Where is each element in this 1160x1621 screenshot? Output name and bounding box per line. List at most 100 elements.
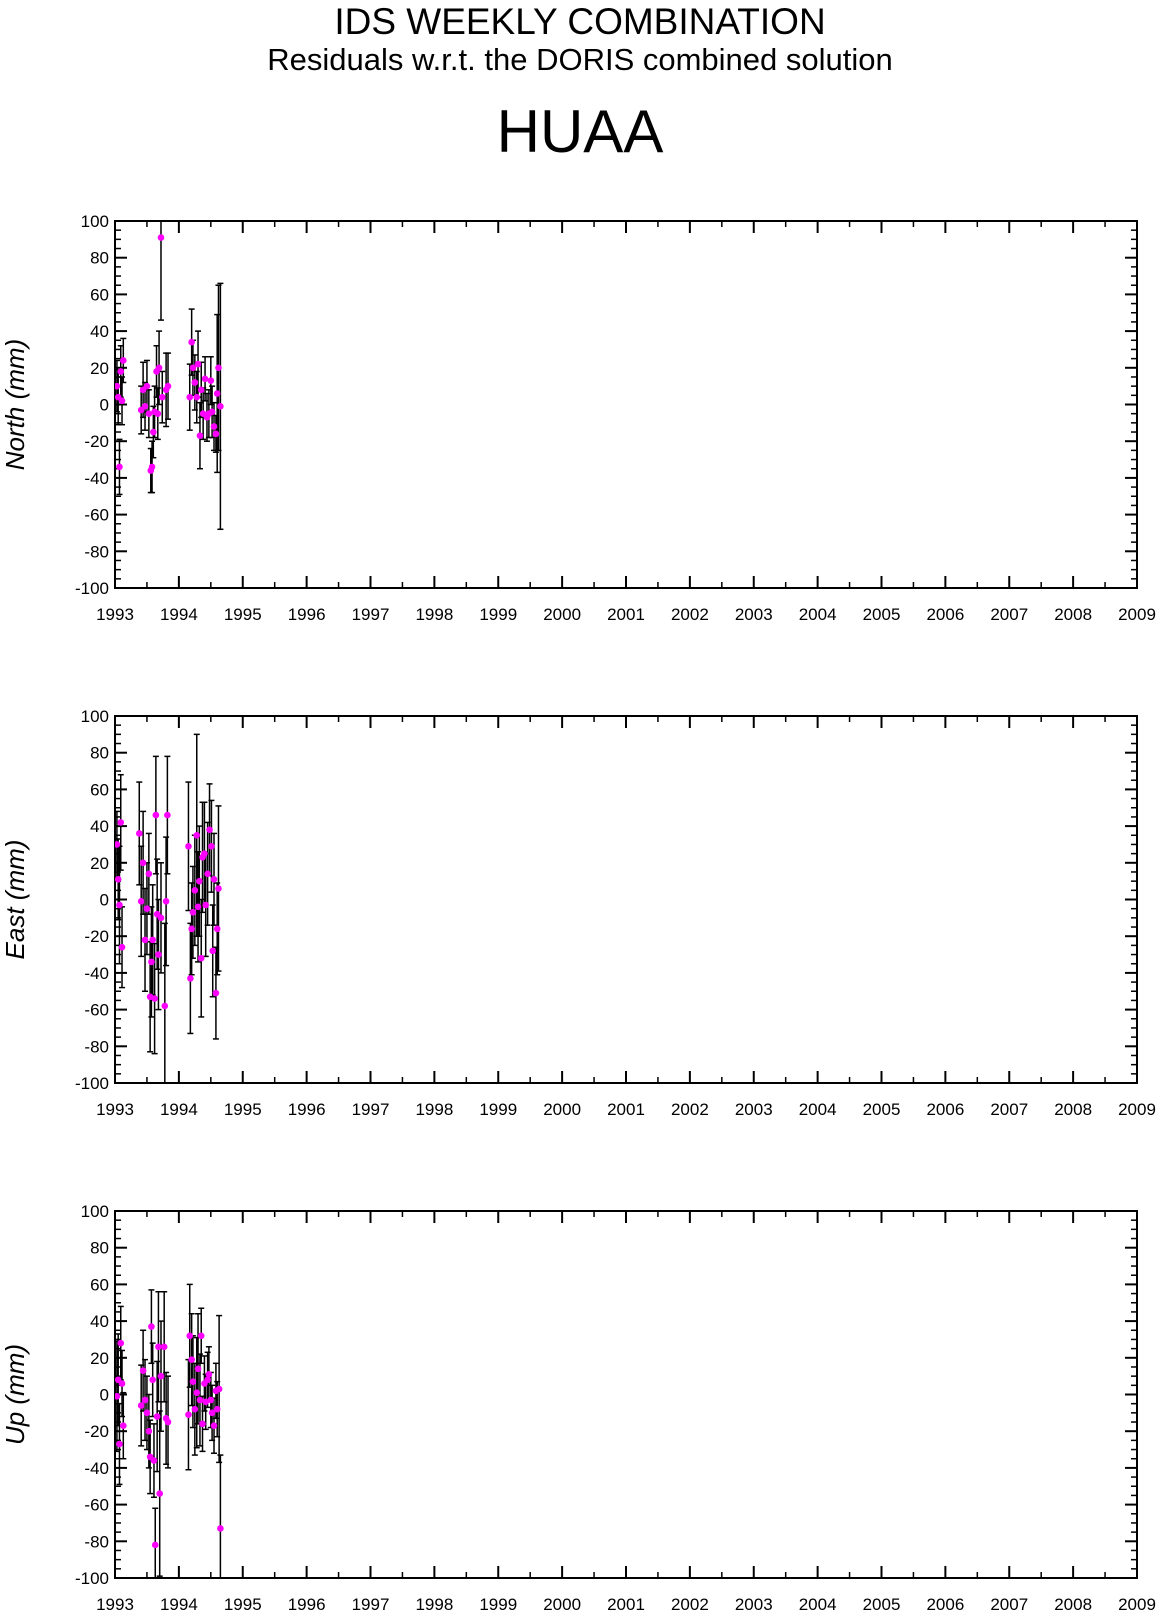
north-data-point — [116, 463, 123, 471]
up-xtick-label: 1994 — [160, 1595, 198, 1614]
up-data-point — [185, 1411, 192, 1418]
east-ytick-label: 40 — [90, 817, 109, 836]
east-xtick-label: 1994 — [160, 1100, 198, 1119]
up-data-point — [193, 1389, 201, 1396]
up-data-point — [194, 1365, 202, 1373]
east-data-point — [187, 975, 194, 982]
north-data-point — [189, 364, 197, 372]
up-data — [115, 1283, 224, 1578]
east-data-point — [208, 842, 215, 850]
up-xtick-label: 2005 — [863, 1595, 901, 1614]
up-ytick-label: -100 — [75, 1569, 109, 1588]
east-data-point — [193, 831, 201, 839]
north-xtick-label: 1999 — [479, 605, 517, 624]
east-data-point — [209, 947, 217, 955]
north-data-point — [201, 375, 209, 383]
up-data-point — [217, 1525, 224, 1532]
east-xtick-label: 1999 — [479, 1100, 517, 1119]
north-ytick-label: -80 — [84, 542, 109, 561]
north-xtick-label: 1997 — [352, 605, 390, 624]
up-data-point — [116, 1440, 123, 1448]
north-ytick-label: 80 — [90, 249, 109, 268]
up-data-point — [160, 1343, 168, 1351]
east-data-point — [206, 826, 213, 834]
east-data-point — [115, 876, 122, 883]
east-data-point — [141, 936, 149, 944]
up-xtick-label: 2003 — [735, 1595, 773, 1614]
north-xtick-label: 2000 — [543, 605, 581, 624]
up-data-point — [149, 1376, 156, 1384]
up-data-point — [150, 1457, 158, 1464]
east-data-point — [116, 901, 123, 909]
east-data-point — [164, 811, 171, 819]
east-xtick-label: 2000 — [543, 1100, 581, 1119]
north-xtick-label: 2003 — [735, 605, 773, 624]
up-data-point — [137, 1402, 145, 1409]
north-ytick-label: 60 — [90, 285, 109, 304]
east-data-point — [151, 995, 158, 1002]
up-ytick-label: 100 — [81, 1202, 109, 1221]
north-data-point — [157, 234, 165, 241]
east-data-point — [145, 870, 153, 878]
east-data-point — [149, 936, 156, 944]
east-ytick-label: 20 — [90, 854, 109, 873]
north-xtick-label: 1994 — [160, 605, 198, 624]
north-data-point — [141, 403, 149, 410]
up-xtick-label: 2007 — [990, 1595, 1028, 1614]
up-ytick-label: 20 — [90, 1349, 109, 1368]
east-xtick-label: 1997 — [352, 1100, 390, 1119]
east-ytick-label: -100 — [75, 1074, 109, 1093]
up-data-point — [189, 1378, 197, 1385]
east-data-point — [143, 905, 151, 912]
east-xtick-label: 2003 — [735, 1100, 773, 1119]
north-xtick-label: 2005 — [863, 605, 901, 624]
north-data-point — [143, 382, 151, 390]
up-data-point — [207, 1396, 215, 1404]
east-data-point — [155, 951, 162, 958]
north-ytick-label: -20 — [84, 432, 109, 451]
east-ytick-label: -60 — [84, 1001, 109, 1020]
north-data — [115, 221, 224, 531]
east-xtick-label: 2009 — [1118, 1100, 1156, 1119]
east-ytick-label: 100 — [81, 707, 109, 726]
east-data-point — [189, 909, 197, 916]
north-data-point — [196, 432, 204, 439]
east-data-point — [188, 925, 195, 933]
up-data-point — [156, 1490, 164, 1497]
up-data-point — [164, 1418, 172, 1426]
up-data-point — [115, 1393, 121, 1400]
north-xtick-label: 2002 — [671, 605, 709, 624]
east-xtick-label: 1998 — [415, 1100, 453, 1119]
up-data-point — [186, 1332, 194, 1340]
east-xtick-label: 1996 — [288, 1100, 326, 1119]
north-ytick-label: 100 — [81, 212, 109, 231]
north-xtick-label: 1993 — [96, 605, 134, 624]
east-xtick-label: 2001 — [607, 1100, 645, 1119]
up-data-point — [148, 1323, 155, 1330]
up-data-point — [215, 1385, 223, 1393]
east-data-point — [135, 830, 143, 837]
north-data-point — [212, 430, 220, 438]
north-frame — [114, 220, 1138, 589]
east-data-point — [115, 841, 121, 848]
north-ytick-label: 40 — [90, 322, 109, 341]
up-data-point — [117, 1339, 125, 1347]
east-data-point — [157, 914, 165, 922]
up-data-point — [208, 1409, 216, 1417]
north-data-point — [118, 397, 126, 405]
up-ytick-label: -40 — [84, 1459, 109, 1478]
east-ytick-label: 60 — [90, 780, 109, 799]
up-xtick-label: 2002 — [671, 1595, 709, 1614]
up-data-point — [205, 1371, 213, 1378]
north-data-point — [145, 410, 153, 417]
up-data-point — [197, 1332, 205, 1340]
east-ytick-label: 0 — [100, 891, 109, 910]
east-ylabel: East (mm) — [0, 840, 30, 960]
up-data-point — [199, 1420, 206, 1428]
east-panel: 1993 1994 1995 1996 1997 1998 1999 2000 2001 2002… — [0, 707, 1156, 1119]
east-data-point — [162, 898, 170, 905]
east-data-point — [152, 811, 160, 819]
east-data-point — [204, 870, 211, 878]
north-panel: 1993 1994 1995 1996 1997 1998 1999 2000 2001 2002… — [0, 212, 1156, 624]
